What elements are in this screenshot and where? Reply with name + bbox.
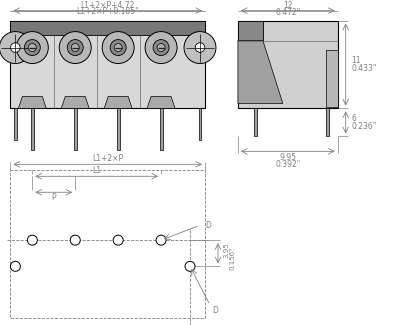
Text: L1+2×P+4.72: L1+2×P+4.72 bbox=[80, 1, 135, 10]
Polygon shape bbox=[61, 97, 89, 109]
Circle shape bbox=[145, 32, 177, 63]
Circle shape bbox=[113, 235, 123, 245]
Circle shape bbox=[59, 32, 91, 63]
Circle shape bbox=[10, 261, 20, 271]
Polygon shape bbox=[18, 97, 46, 109]
Circle shape bbox=[156, 235, 166, 245]
Circle shape bbox=[114, 44, 122, 52]
Bar bbox=[198, 109, 202, 140]
Bar bbox=[326, 109, 329, 136]
Circle shape bbox=[157, 44, 165, 52]
Circle shape bbox=[71, 44, 79, 52]
Circle shape bbox=[110, 40, 126, 56]
Text: 6: 6 bbox=[352, 114, 356, 123]
Bar bbox=[326, 49, 338, 108]
Text: 0.433": 0.433" bbox=[352, 64, 377, 73]
Circle shape bbox=[195, 43, 205, 52]
Bar bbox=[14, 109, 17, 140]
Polygon shape bbox=[104, 97, 132, 109]
Text: 0.392": 0.392" bbox=[275, 160, 300, 169]
Text: D: D bbox=[212, 306, 218, 315]
Text: P: P bbox=[52, 193, 56, 202]
Bar bbox=[74, 109, 77, 150]
Circle shape bbox=[185, 261, 195, 271]
Circle shape bbox=[24, 40, 40, 56]
Bar bbox=[10, 20, 205, 109]
Text: 0.236": 0.236" bbox=[352, 122, 377, 131]
Circle shape bbox=[102, 32, 134, 63]
Text: L1+2×P: L1+2×P bbox=[92, 154, 123, 163]
Bar bbox=[31, 109, 34, 150]
Bar bbox=[10, 20, 205, 34]
Circle shape bbox=[28, 44, 36, 52]
Bar bbox=[238, 20, 263, 41]
Bar bbox=[117, 109, 120, 150]
Circle shape bbox=[16, 32, 48, 63]
Text: 0.156": 0.156" bbox=[230, 247, 236, 270]
Text: 3.95: 3.95 bbox=[223, 242, 229, 258]
Text: D: D bbox=[205, 221, 211, 230]
Text: L1+2×P+0.185": L1+2×P+0.185" bbox=[76, 7, 139, 16]
Polygon shape bbox=[238, 41, 283, 103]
Text: L1: L1 bbox=[92, 166, 101, 175]
Circle shape bbox=[27, 235, 37, 245]
Text: 9.95: 9.95 bbox=[279, 153, 296, 162]
Bar bbox=[160, 109, 162, 150]
Text: 0.472": 0.472" bbox=[275, 8, 300, 17]
Bar bbox=[238, 20, 338, 109]
Circle shape bbox=[10, 43, 20, 52]
Bar bbox=[254, 109, 257, 136]
Text: 11: 11 bbox=[352, 56, 361, 65]
Circle shape bbox=[0, 32, 31, 63]
Polygon shape bbox=[147, 97, 175, 109]
Circle shape bbox=[153, 40, 169, 56]
Circle shape bbox=[70, 235, 80, 245]
Circle shape bbox=[67, 40, 83, 56]
Circle shape bbox=[184, 32, 216, 63]
Text: 12: 12 bbox=[283, 1, 292, 10]
